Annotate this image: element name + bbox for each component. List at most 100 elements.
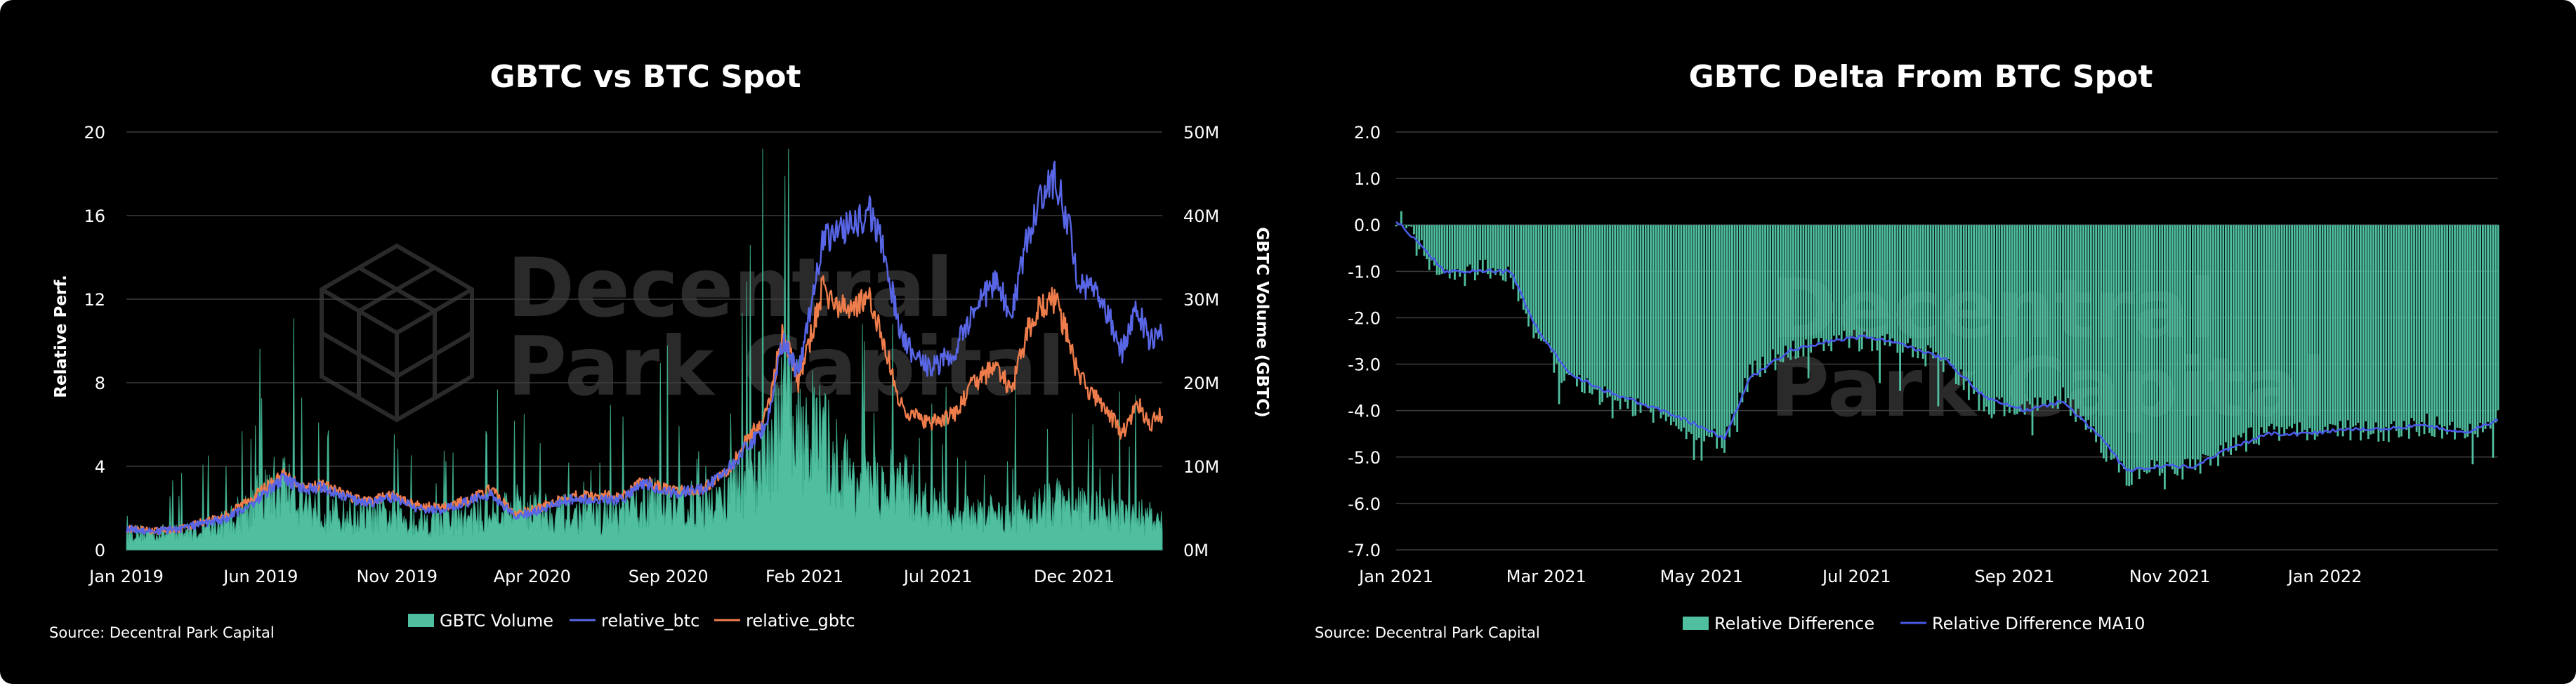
bar <box>2189 225 2191 468</box>
bar <box>2194 225 2197 471</box>
bar <box>2339 225 2341 421</box>
bar <box>2079 225 2082 420</box>
bar <box>2082 225 2084 416</box>
bar <box>1591 225 1593 395</box>
bar <box>1840 225 1843 340</box>
bar <box>1988 225 1990 415</box>
bar <box>1690 225 1693 434</box>
bar <box>1680 225 1683 432</box>
bar <box>2263 225 2266 433</box>
y-tick-label: -1.0 <box>1348 262 1381 282</box>
bar <box>1675 225 1678 426</box>
bar <box>1609 225 1611 397</box>
bar <box>1993 225 1995 414</box>
bar <box>1766 225 1769 364</box>
bar <box>1860 225 1863 350</box>
legend-label: GBTC Volume <box>440 611 553 631</box>
bar <box>2415 225 2418 432</box>
bar <box>2454 225 2456 440</box>
bar <box>2097 225 2100 437</box>
bar <box>1517 225 1520 302</box>
bar <box>2117 225 2120 473</box>
bar <box>2497 225 2499 411</box>
bar <box>1670 225 1672 426</box>
bar <box>2084 225 2087 430</box>
bar <box>2385 225 2388 428</box>
bar <box>2128 225 2131 487</box>
bar <box>1464 225 1466 287</box>
bar <box>2125 225 2128 486</box>
bar <box>1440 225 1443 274</box>
bar <box>1530 225 1532 317</box>
bar <box>2252 225 2255 444</box>
bar <box>2011 225 2013 407</box>
bar <box>2095 225 2097 442</box>
bar <box>1805 225 1807 340</box>
bar <box>2421 225 2423 422</box>
series-relative-btc <box>125 160 1164 536</box>
bar <box>2153 225 2156 469</box>
bar <box>2482 225 2484 433</box>
bar <box>2103 225 2105 459</box>
bar <box>1711 225 1713 438</box>
y2-tick-label: 0M <box>1183 541 1209 560</box>
bar <box>2013 225 2016 415</box>
bar <box>2145 225 2148 474</box>
bar <box>2169 225 2171 466</box>
bar <box>1983 225 1985 412</box>
x-tick-label: Dec 2021 <box>1034 567 1115 586</box>
bar <box>2237 225 2240 435</box>
bar <box>2181 225 2184 480</box>
bar <box>1525 225 1527 314</box>
bar <box>2462 225 2464 430</box>
bar <box>2039 225 2042 398</box>
bar <box>1978 225 1980 411</box>
bar <box>2207 225 2209 456</box>
bar <box>1761 225 1764 357</box>
bar <box>1474 225 1476 281</box>
bar <box>2164 225 2166 489</box>
bar <box>1873 225 1876 338</box>
bar <box>1769 225 1772 364</box>
bar <box>2370 225 2372 435</box>
bar <box>1738 225 1741 393</box>
bar <box>1509 225 1512 278</box>
bar <box>2064 225 2067 404</box>
bar <box>2029 225 2031 405</box>
bar <box>2059 225 2062 405</box>
bar <box>1876 225 1879 351</box>
bar <box>2438 225 2441 425</box>
bar <box>1522 225 1525 310</box>
bar <box>1507 225 1509 267</box>
bar <box>2316 225 2319 437</box>
bar <box>2031 225 2034 435</box>
bar <box>1952 225 1955 369</box>
bar <box>1904 225 1907 347</box>
bar <box>1688 225 1690 432</box>
bar <box>2123 225 2125 469</box>
y2-tick-label: 20M <box>1183 374 1219 393</box>
legend-label: relative_btc <box>601 611 699 631</box>
bar <box>2296 225 2299 437</box>
bar <box>2051 225 2054 409</box>
bar <box>2451 225 2454 422</box>
bar <box>1891 225 1894 338</box>
bar <box>1810 225 1813 353</box>
bar <box>2492 225 2495 458</box>
bar <box>2319 225 2321 430</box>
bar <box>1540 225 1542 341</box>
bar <box>1581 225 1583 393</box>
watermark-left: Decentral Park Capital <box>320 241 1065 423</box>
bar <box>2410 225 2413 419</box>
bar <box>1815 225 1818 338</box>
bar <box>2291 225 2293 428</box>
bar <box>2156 225 2158 461</box>
bar <box>1560 225 1563 383</box>
bar <box>1851 225 1853 336</box>
bar <box>1772 225 1774 350</box>
y-tick-label: 2.0 <box>1354 123 1381 143</box>
bar <box>2398 225 2400 438</box>
bar <box>1627 225 1629 409</box>
legend: GBTC Volume relative_btc relative_gbtc <box>408 611 855 631</box>
bar <box>1731 225 1733 414</box>
